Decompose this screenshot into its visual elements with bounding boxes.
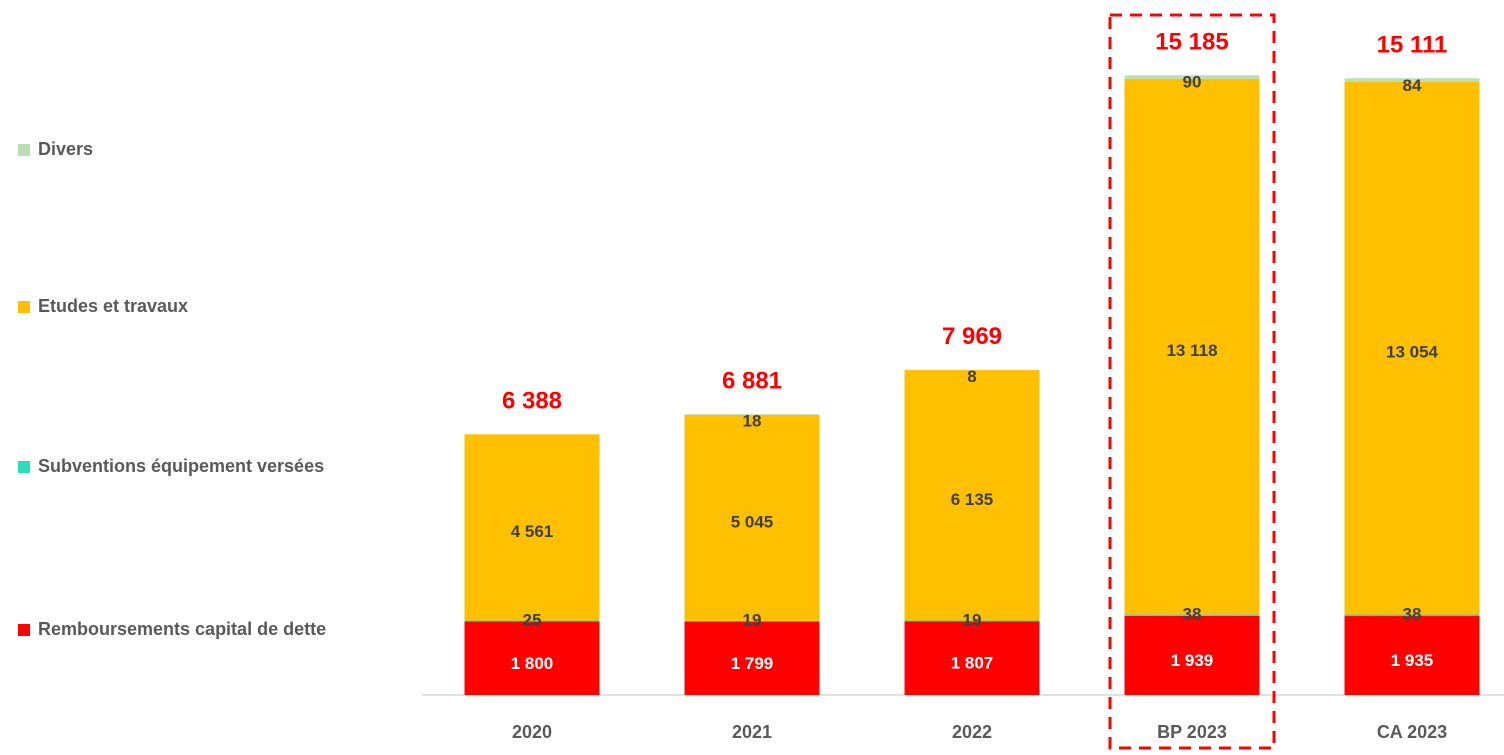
data-label: 5 045	[731, 512, 774, 531]
data-label: 4 561	[511, 522, 554, 541]
bar-segment	[1124, 615, 1260, 695]
data-label: 13 054	[1386, 343, 1439, 362]
data-label: 19	[963, 610, 982, 629]
data-label: 25	[523, 611, 542, 630]
bar-segment	[1344, 78, 1480, 82]
legend-swatch	[18, 624, 30, 636]
bar-segment	[1344, 81, 1480, 615]
bar-segment	[1344, 614, 1480, 617]
data-label: 38	[1403, 605, 1422, 624]
legend-label: Remboursements capital de dette	[38, 619, 326, 639]
legend-label: Etudes et travaux	[38, 296, 188, 316]
legend-label: Subventions équipement versées	[38, 456, 324, 476]
bar-segment	[684, 620, 820, 622]
bar-segment	[684, 414, 820, 415]
legend-label: Divers	[38, 139, 93, 159]
data-label: 1 800	[511, 654, 554, 673]
x-tick-label: 2020	[512, 722, 552, 742]
highlight-box	[1108, 13, 1276, 750]
legend-swatch	[18, 301, 30, 313]
legend-swatch	[18, 144, 30, 156]
data-label: 38	[1183, 605, 1202, 624]
data-label: 90	[1183, 73, 1202, 92]
data-label: 1 939	[1171, 651, 1214, 670]
bar-segment	[464, 621, 600, 695]
total-label: 6 881	[722, 368, 782, 395]
total-label: 7 969	[942, 323, 1002, 350]
bar-segment	[904, 620, 1040, 622]
total-label: 15 185	[1155, 29, 1228, 56]
total-label: 15 111	[1377, 32, 1448, 59]
bar-segment	[684, 621, 820, 695]
bar-segment	[684, 414, 820, 621]
bar-segment	[904, 370, 1040, 621]
bar-segment	[1344, 616, 1480, 695]
total-label: 6 388	[502, 388, 562, 415]
data-label: 84	[1403, 76, 1422, 95]
data-label: 1 935	[1391, 651, 1434, 670]
data-label: 8	[967, 367, 976, 386]
x-tick-label: 2021	[732, 722, 772, 742]
data-label: 19	[743, 611, 762, 630]
bar-segment	[464, 620, 600, 622]
data-label: 1 799	[731, 654, 774, 673]
bar-segment	[1124, 78, 1260, 615]
bar-segment	[1124, 75, 1260, 79]
x-tick-label: CA 2023	[1377, 722, 1447, 742]
legend-swatch	[18, 461, 30, 473]
data-label: 1 807	[951, 654, 994, 673]
data-label: 6 135	[951, 490, 994, 509]
bar-segment	[904, 621, 1040, 695]
bar-segment	[464, 434, 600, 621]
x-tick-label: BP 2023	[1157, 722, 1227, 742]
data-label: 13 118	[1166, 341, 1217, 360]
data-label: 18	[743, 412, 762, 431]
x-tick-label: 2022	[952, 722, 992, 742]
bar-segment	[1124, 614, 1260, 616]
